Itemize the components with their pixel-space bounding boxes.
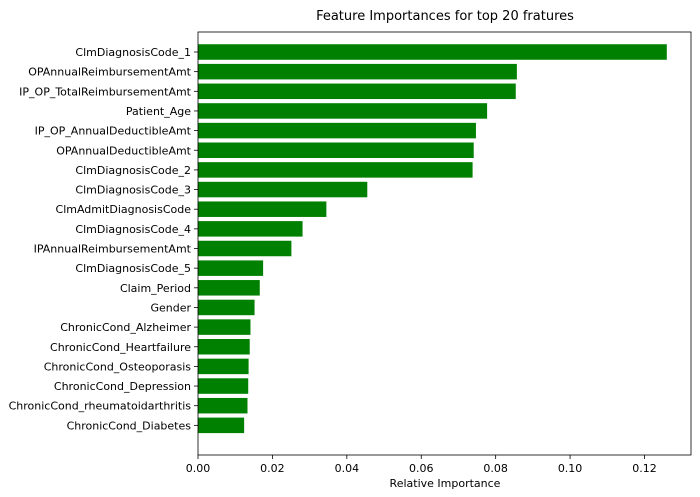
bar	[198, 378, 249, 394]
y-tick-label: ClmDiagnosisCode_4	[75, 223, 191, 236]
y-tick-label: Patient_Age	[126, 105, 191, 118]
y-tick-label: OPAnnualReimbursementAmt	[28, 66, 191, 79]
y-tick-label: IP_OP_AnnualDeductibleAmt	[35, 125, 192, 138]
plot-area: ClmDiagnosisCode_1 OPAnnualReimbursementA…	[9, 31, 692, 475]
bar	[198, 181, 368, 198]
bar	[198, 44, 667, 60]
bar	[198, 103, 488, 119]
y-tick-label: OPAnnualDeductibleAmt	[56, 144, 191, 157]
x-axis-label: Relative Importance	[390, 477, 501, 490]
x-tick-label: 0.00	[186, 462, 211, 475]
y-tick-label: Gender	[150, 301, 191, 314]
bar	[198, 122, 476, 139]
bar	[198, 63, 517, 80]
bar	[198, 221, 303, 237]
y-tick-label: ChronicCond_Osteoporasis	[44, 360, 192, 373]
y-tick-label: ClmDiagnosisCode_2	[75, 164, 191, 177]
bar	[198, 142, 474, 158]
chart-title: Feature Importances for top 20 fratures	[316, 9, 574, 24]
x-tick-label: 0.04	[335, 462, 360, 475]
bar	[198, 240, 292, 257]
bar	[198, 358, 249, 375]
y-tick-label: ChronicCond_Diabetes	[67, 419, 192, 432]
y-tick-label: IP_OP_TotalReimbursementAmt	[19, 85, 192, 98]
bar	[198, 260, 264, 276]
plot-frame	[197, 31, 692, 456]
y-tick-label: ClmAdmitDiagnosisCode	[56, 203, 192, 216]
y-tick-label: ClmDiagnosisCode_5	[75, 262, 191, 275]
x-tick-label: 0.08	[483, 462, 508, 475]
bar	[198, 83, 516, 100]
y-tick-label: ChronicCond_rheumatoidarthritis	[9, 400, 192, 413]
y-tick-label: ChronicCond_Alzheimer	[60, 321, 191, 334]
x-tick-label: 0.02	[260, 462, 285, 475]
x-tick-label: 0.06	[409, 462, 434, 475]
bar	[198, 162, 473, 178]
bar	[198, 397, 248, 414]
y-tick-label: ClmDiagnosisCode_1	[75, 46, 191, 59]
y-tick-label: ClmDiagnosisCode_3	[75, 184, 191, 197]
y-tick-label: Claim_Period	[120, 282, 191, 295]
y-tick-label: ChronicCond_Depression	[54, 380, 191, 393]
y-tick-label: IPAnnualReimbursementAmt	[34, 243, 192, 256]
bar	[198, 417, 245, 434]
bar	[198, 339, 250, 355]
bar	[198, 319, 251, 335]
bar	[198, 299, 255, 316]
y-tick-label: ChronicCond_Heartfailure	[50, 341, 191, 354]
bar	[198, 201, 327, 217]
bar	[198, 280, 260, 296]
x-tick-label: 0.12	[632, 462, 657, 475]
x-tick-label: 0.10	[558, 462, 583, 475]
